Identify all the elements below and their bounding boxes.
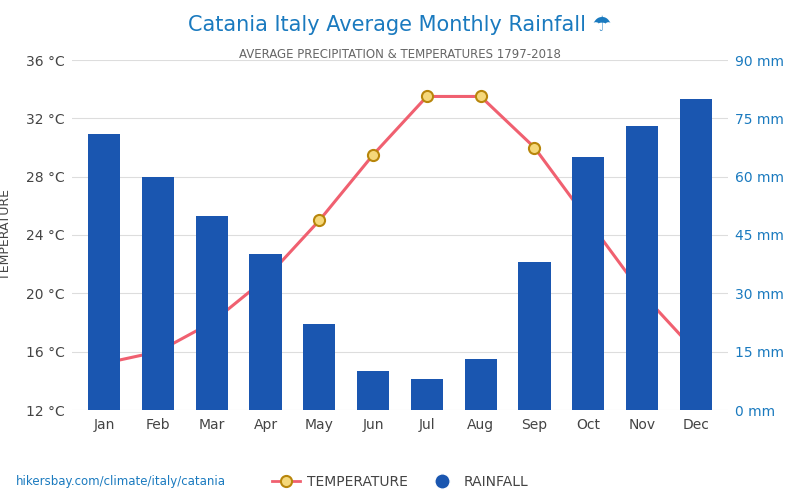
Bar bbox=[626, 126, 658, 410]
Bar bbox=[303, 324, 335, 410]
Text: Catania Italy Average Monthly Rainfall ☂: Catania Italy Average Monthly Rainfall ☂ bbox=[188, 15, 612, 35]
Bar bbox=[250, 254, 282, 410]
Bar bbox=[518, 262, 550, 410]
Bar bbox=[680, 99, 712, 410]
Legend: TEMPERATURE, RAINFALL: TEMPERATURE, RAINFALL bbox=[266, 469, 534, 494]
Text: hikersbay.com/climate/italy/catania: hikersbay.com/climate/italy/catania bbox=[16, 474, 226, 488]
Bar bbox=[196, 216, 228, 410]
Bar bbox=[357, 371, 390, 410]
Bar bbox=[88, 134, 120, 410]
Y-axis label: TEMPERATURE: TEMPERATURE bbox=[0, 190, 12, 280]
Bar bbox=[465, 360, 497, 410]
Bar bbox=[572, 157, 604, 410]
Bar bbox=[410, 379, 443, 410]
Bar bbox=[142, 176, 174, 410]
Text: AVERAGE PRECIPITATION & TEMPERATURES 1797-2018: AVERAGE PRECIPITATION & TEMPERATURES 179… bbox=[239, 48, 561, 60]
